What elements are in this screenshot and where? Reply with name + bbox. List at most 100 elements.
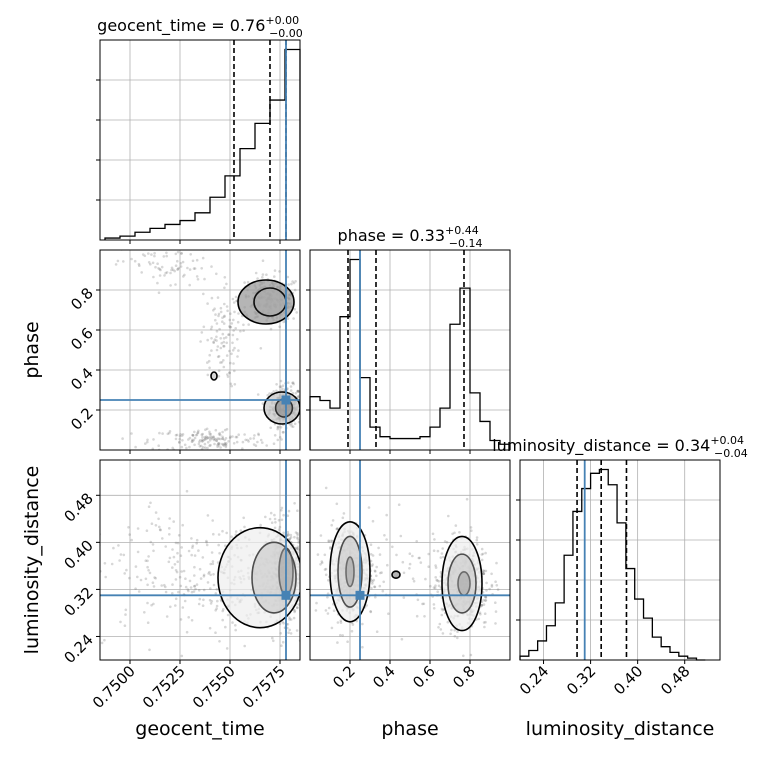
sample-point bbox=[316, 553, 320, 556]
sample-point bbox=[164, 590, 168, 594]
sample-point bbox=[469, 653, 473, 657]
sample-point bbox=[293, 308, 297, 311]
sample-point bbox=[272, 390, 276, 393]
sample-point bbox=[154, 511, 158, 514]
sample-point bbox=[335, 527, 339, 531]
sample-point bbox=[373, 585, 376, 589]
sample-point bbox=[182, 569, 186, 573]
distance-vs-geocent-truth-marker bbox=[281, 590, 291, 600]
sample-point bbox=[297, 390, 300, 393]
sample-point bbox=[249, 437, 252, 440]
sample-point bbox=[64, 546, 67, 549]
sample-point bbox=[277, 425, 280, 429]
sample-point bbox=[184, 577, 187, 580]
sample-point bbox=[219, 361, 222, 364]
sample-point bbox=[201, 432, 204, 436]
sample-point bbox=[303, 581, 306, 584]
sample-point bbox=[176, 267, 180, 271]
sample-point bbox=[167, 560, 171, 564]
sample-point bbox=[303, 590, 306, 593]
sample-point bbox=[288, 538, 292, 541]
sample-point bbox=[433, 586, 437, 590]
sample-point bbox=[274, 521, 277, 524]
sample-point bbox=[327, 540, 331, 543]
geocent-time-marginal-hist-step bbox=[104, 48, 301, 240]
sample-point bbox=[202, 598, 205, 602]
sample-point bbox=[175, 570, 179, 574]
sample-point bbox=[227, 333, 231, 336]
sample-point bbox=[477, 617, 481, 621]
sample-point bbox=[307, 559, 310, 562]
sample-point bbox=[494, 601, 497, 604]
sample-point bbox=[294, 280, 297, 283]
sample-point bbox=[278, 525, 282, 529]
sample-point bbox=[329, 546, 332, 549]
sample-point bbox=[217, 442, 220, 445]
sample-point bbox=[330, 523, 334, 527]
sample-point bbox=[434, 566, 438, 569]
sample-point bbox=[121, 437, 124, 440]
sample-point bbox=[445, 540, 449, 544]
sample-point bbox=[178, 441, 181, 444]
sample-point bbox=[296, 389, 300, 393]
sample-point bbox=[415, 540, 419, 543]
sample-point bbox=[304, 551, 307, 554]
sample-point bbox=[424, 577, 427, 581]
sample-point bbox=[201, 440, 204, 443]
sample-point bbox=[458, 531, 461, 534]
sample-point bbox=[288, 616, 291, 619]
sample-point bbox=[95, 587, 98, 590]
sample-point bbox=[302, 598, 305, 601]
sample-point bbox=[206, 441, 210, 444]
sample-point bbox=[436, 579, 439, 582]
luminosity-distance-marginal-title: luminosity_distance = 0.34+0.04 −0.04 bbox=[492, 434, 748, 460]
sample-point bbox=[222, 322, 226, 325]
sample-point bbox=[171, 446, 174, 450]
sample-point bbox=[292, 281, 296, 285]
sample-point bbox=[252, 437, 256, 440]
sample-point bbox=[174, 252, 178, 256]
sample-point bbox=[441, 632, 445, 635]
sample-point bbox=[223, 314, 226, 318]
sample-point bbox=[217, 369, 221, 373]
sample-point bbox=[190, 590, 194, 594]
sample-point bbox=[138, 264, 141, 268]
sample-point bbox=[217, 543, 220, 547]
sample-point bbox=[160, 584, 163, 587]
sample-point bbox=[236, 338, 239, 341]
phase-vs-geocent-contours bbox=[210, 279, 300, 425]
sample-point bbox=[218, 431, 221, 435]
sample-point bbox=[291, 391, 295, 395]
sample-point bbox=[209, 443, 212, 447]
sample-point bbox=[300, 534, 303, 537]
sample-point bbox=[369, 543, 373, 546]
sample-point bbox=[261, 402, 265, 405]
sample-point bbox=[218, 640, 221, 643]
sample-point bbox=[335, 502, 339, 506]
sample-point bbox=[241, 440, 245, 444]
sample-point bbox=[319, 563, 322, 566]
sample-point bbox=[301, 583, 304, 586]
sample-point bbox=[200, 267, 203, 270]
sample-point bbox=[280, 506, 284, 510]
sample-point bbox=[209, 562, 212, 566]
distance-vs-geocent-contours bbox=[217, 526, 300, 629]
contour-line bbox=[237, 279, 295, 325]
sample-point bbox=[446, 620, 450, 624]
sample-point bbox=[427, 552, 431, 556]
sample-point bbox=[146, 440, 149, 444]
sample-point bbox=[217, 442, 220, 445]
sample-point bbox=[346, 640, 349, 643]
sample-point bbox=[206, 302, 209, 305]
ytick-label-luminosity-distance: 0.24 bbox=[60, 631, 96, 667]
sample-point bbox=[276, 427, 280, 431]
sample-point bbox=[223, 442, 227, 445]
sample-point bbox=[422, 602, 426, 606]
sample-point bbox=[330, 539, 334, 543]
sample-point bbox=[495, 584, 499, 587]
sample-point bbox=[201, 256, 205, 260]
sample-point bbox=[302, 562, 305, 565]
sample-point bbox=[130, 538, 133, 542]
sample-point bbox=[419, 561, 423, 564]
sample-point bbox=[387, 612, 390, 615]
